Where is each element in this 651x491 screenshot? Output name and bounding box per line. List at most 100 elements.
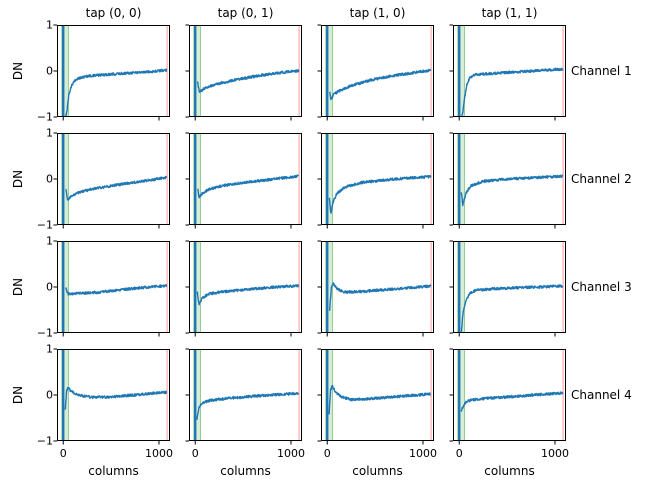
- axes-spines: [189, 25, 302, 117]
- data-line: [65, 175, 168, 201]
- x-tick-label: 0: [323, 447, 331, 460]
- plot-area: [457, 349, 564, 441]
- data-line: [460, 284, 564, 333]
- x-tick-label: 0: [191, 447, 199, 460]
- plot-canvas: [53, 240, 170, 337]
- plot-canvas: [185, 348, 302, 445]
- y-tick-label: −1: [36, 434, 53, 448]
- green-reference-band: [61, 25, 69, 117]
- y-axis-label: DN: [11, 169, 25, 189]
- data-line: [64, 386, 168, 410]
- subplot-tap-0-channel-4: [53, 348, 170, 445]
- green-reference-band: [193, 133, 201, 225]
- data-line: [460, 174, 564, 207]
- y-tick-label: 0: [46, 388, 53, 402]
- channel-label: Channel 4: [571, 388, 632, 402]
- green-reference-band: [61, 241, 69, 333]
- plot-area: [457, 133, 564, 225]
- data-line: [460, 67, 564, 117]
- y-tick-label: 0: [46, 64, 53, 78]
- plot-area: [325, 349, 432, 441]
- data-line: [460, 391, 564, 412]
- axes-spines: [453, 25, 566, 117]
- y-tick-label: 1: [46, 18, 53, 32]
- axes-spines: [321, 349, 434, 441]
- plot-canvas: [317, 240, 434, 337]
- axes-spines: [189, 133, 302, 225]
- channel-label: Channel 3: [571, 280, 632, 294]
- data-line: [64, 68, 168, 117]
- green-reference-band: [61, 349, 69, 441]
- subplot-tap-2-channel-3: [317, 240, 434, 337]
- axes-spines: [57, 349, 170, 441]
- plot-area: [325, 241, 432, 333]
- y-axis-label: DN: [11, 61, 25, 81]
- subplot-tap-1-channel-1: [185, 24, 302, 121]
- axes-spines: [189, 349, 302, 441]
- axes-spines: [453, 241, 566, 333]
- subplot-tap-1-channel-4: [185, 348, 302, 445]
- x-tick-label: 1000: [276, 447, 305, 460]
- data-line: [196, 69, 300, 93]
- data-line: [64, 283, 168, 296]
- axes-spines: [189, 241, 302, 333]
- plot-area: [61, 133, 168, 225]
- subplot-tap-1-channel-2: [185, 132, 302, 229]
- plot-canvas: [185, 132, 302, 229]
- axes-spines: [321, 241, 434, 333]
- subplot-tap-3-channel-3: [449, 240, 566, 337]
- y-tick-label: 0: [46, 172, 53, 186]
- subplot-tap-2-channel-2: [317, 132, 434, 229]
- subplot-tap-0-channel-1: [53, 24, 170, 121]
- y-tick-label: 1: [46, 126, 53, 140]
- axes-spines: [321, 133, 434, 225]
- plot-canvas: [53, 132, 170, 229]
- green-reference-band: [457, 133, 465, 225]
- subplot-title: tap (0, 1): [217, 6, 274, 20]
- plot-canvas: [449, 132, 566, 229]
- plot-area: [325, 133, 432, 225]
- y-tick-label: 1: [46, 342, 53, 356]
- x-axis-label: columns: [220, 464, 271, 478]
- green-reference-band: [193, 241, 201, 333]
- y-tick-label: −1: [36, 218, 53, 232]
- green-reference-band: [193, 25, 201, 117]
- y-tick-label: 0: [46, 280, 53, 294]
- subplot-title: tap (1, 0): [349, 6, 406, 20]
- x-tick-label: 1000: [540, 447, 569, 460]
- green-reference-band: [457, 349, 465, 441]
- plot-area: [61, 241, 168, 333]
- y-tick-label: −1: [36, 110, 53, 124]
- plot-canvas: [449, 348, 566, 445]
- data-line: [196, 391, 300, 420]
- plot-area: [325, 25, 432, 117]
- subplot-tap-0-channel-3: [53, 240, 170, 337]
- plot-area: [61, 25, 168, 117]
- green-reference-band: [325, 133, 333, 225]
- plot-canvas: [449, 24, 566, 121]
- x-tick-label: 1000: [144, 447, 173, 460]
- plot-area: [457, 241, 564, 333]
- green-reference-band: [325, 25, 333, 117]
- x-axis-label: columns: [484, 464, 535, 478]
- subplot-title: tap (1, 1): [481, 6, 538, 20]
- x-tick-label: 0: [59, 447, 67, 460]
- y-tick-label: −1: [36, 326, 53, 340]
- green-reference-band: [61, 133, 69, 225]
- plot-area: [61, 349, 168, 441]
- plot-canvas: [317, 24, 434, 121]
- subplot-tap-2-channel-1: [317, 24, 434, 121]
- data-line: [197, 174, 300, 199]
- data-line: [328, 68, 432, 101]
- plot-canvas: [449, 240, 566, 337]
- green-reference-band: [457, 241, 465, 333]
- green-reference-band: [325, 349, 333, 441]
- plot-area: [193, 349, 300, 441]
- plot-area: [193, 241, 300, 333]
- y-axis-label: DN: [11, 277, 25, 297]
- plot-area: [193, 25, 300, 117]
- plot-area: [193, 133, 300, 225]
- subplot-tap-0-channel-2: [53, 132, 170, 229]
- plot-canvas: [53, 24, 170, 121]
- plot-canvas: [185, 24, 302, 121]
